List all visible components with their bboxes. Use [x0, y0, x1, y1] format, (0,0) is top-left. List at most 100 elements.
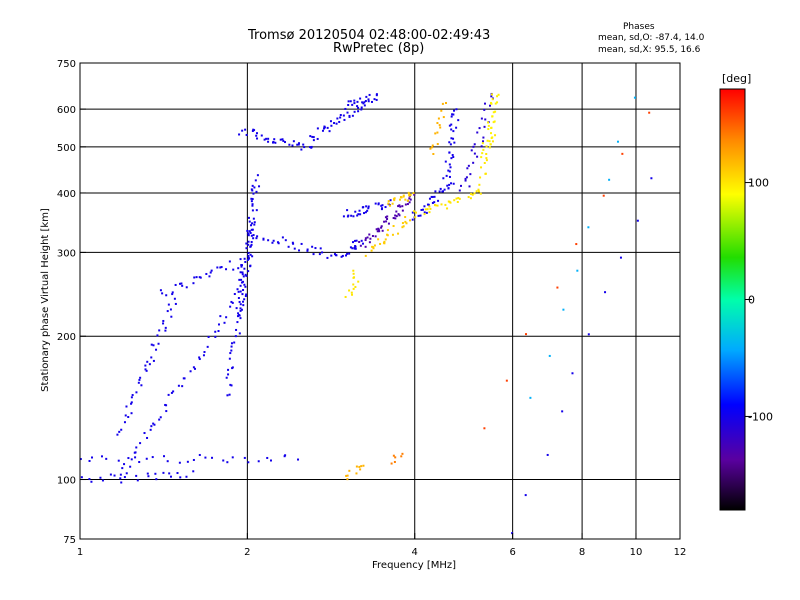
data-point: [427, 203, 430, 206]
data-point: [291, 241, 294, 244]
data-point: [389, 204, 392, 207]
data-point: [147, 475, 150, 478]
data-point: [296, 143, 299, 146]
data-point: [152, 359, 155, 362]
data-point: [478, 127, 481, 130]
data-point: [452, 182, 455, 185]
data-point: [417, 214, 420, 217]
data-point: [281, 236, 284, 239]
data-point: [120, 428, 123, 431]
data-point: [282, 139, 285, 142]
data-point: [384, 216, 387, 219]
data-point: [397, 213, 400, 216]
data-point: [195, 276, 198, 279]
data-point: [399, 205, 402, 208]
data-point: [231, 301, 234, 304]
data-point: [169, 308, 172, 311]
data-point: [311, 245, 314, 248]
data-point: [247, 232, 250, 235]
data-point: [479, 176, 482, 179]
data-point: [155, 478, 158, 481]
data-point: [169, 475, 172, 478]
data-point: [345, 474, 348, 477]
data-point: [346, 474, 349, 477]
data-point: [561, 410, 564, 413]
data-point: [356, 100, 359, 103]
data-point: [562, 308, 565, 311]
y-tick-label: 400: [57, 189, 76, 200]
data-point: [431, 195, 434, 198]
data-point: [253, 221, 256, 224]
data-point: [444, 203, 447, 206]
data-point: [251, 228, 254, 231]
data-point: [487, 124, 490, 127]
data-point: [242, 275, 245, 278]
data-point: [251, 222, 254, 225]
data-point: [292, 242, 295, 245]
data-point: [231, 456, 234, 459]
data-point: [373, 244, 376, 247]
phase-colorbar: [deg] 100 0 -100: [719, 72, 773, 511]
data-point: [457, 196, 460, 199]
data-point: [353, 239, 356, 242]
data-point: [272, 239, 275, 242]
data-point: [288, 143, 291, 146]
data-point: [397, 205, 400, 208]
y-tick-label: 600: [57, 105, 76, 116]
data-point: [419, 214, 422, 217]
data-point: [165, 410, 168, 413]
data-point: [248, 220, 251, 223]
data-point: [482, 140, 485, 143]
data-point: [353, 246, 356, 249]
chart-subtitle: RwPretec (8p): [333, 41, 425, 56]
data-point: [469, 173, 472, 176]
x-tick-label: 12: [674, 547, 687, 558]
data-point: [636, 219, 639, 222]
chart-grid: [80, 63, 680, 539]
data-point: [198, 276, 201, 279]
data-point: [398, 214, 401, 217]
data-point: [395, 210, 398, 213]
data-point: [372, 247, 375, 250]
data-point: [245, 242, 248, 245]
data-point: [446, 184, 449, 187]
data-point: [448, 151, 451, 154]
data-point: [383, 220, 386, 223]
data-point: [229, 305, 232, 308]
data-point: [393, 199, 396, 202]
data-point: [448, 124, 451, 127]
data-point: [452, 130, 455, 133]
plot-frame: [79, 62, 681, 540]
data-point: [243, 267, 246, 270]
data-point: [202, 354, 205, 357]
data-point: [247, 240, 250, 243]
data-point: [241, 271, 244, 274]
data-point: [330, 124, 333, 127]
data-point: [151, 456, 154, 459]
x-tick-labels: 1 2 4 6 8 10 12: [77, 533, 687, 558]
data-point: [219, 266, 222, 269]
data-point: [172, 390, 175, 393]
data-point: [158, 418, 161, 421]
data-point: [339, 116, 342, 119]
data-point: [312, 136, 315, 139]
data-point: [146, 436, 149, 439]
data-point: [244, 285, 247, 288]
data-point: [192, 366, 195, 369]
data-point: [237, 312, 240, 315]
data-point: [185, 286, 188, 289]
data-point: [227, 373, 230, 376]
data-point: [458, 189, 461, 192]
data-point: [386, 218, 389, 221]
data-point: [229, 352, 232, 355]
data-point: [136, 479, 139, 482]
data-point: [244, 260, 247, 263]
data-point: [428, 205, 431, 208]
data-point: [491, 98, 494, 101]
data-point: [150, 425, 153, 428]
y-tick-label: 750: [57, 59, 76, 70]
data-point: [116, 433, 119, 436]
data-point: [292, 140, 295, 143]
data-point: [361, 242, 364, 245]
data-point: [352, 215, 355, 218]
